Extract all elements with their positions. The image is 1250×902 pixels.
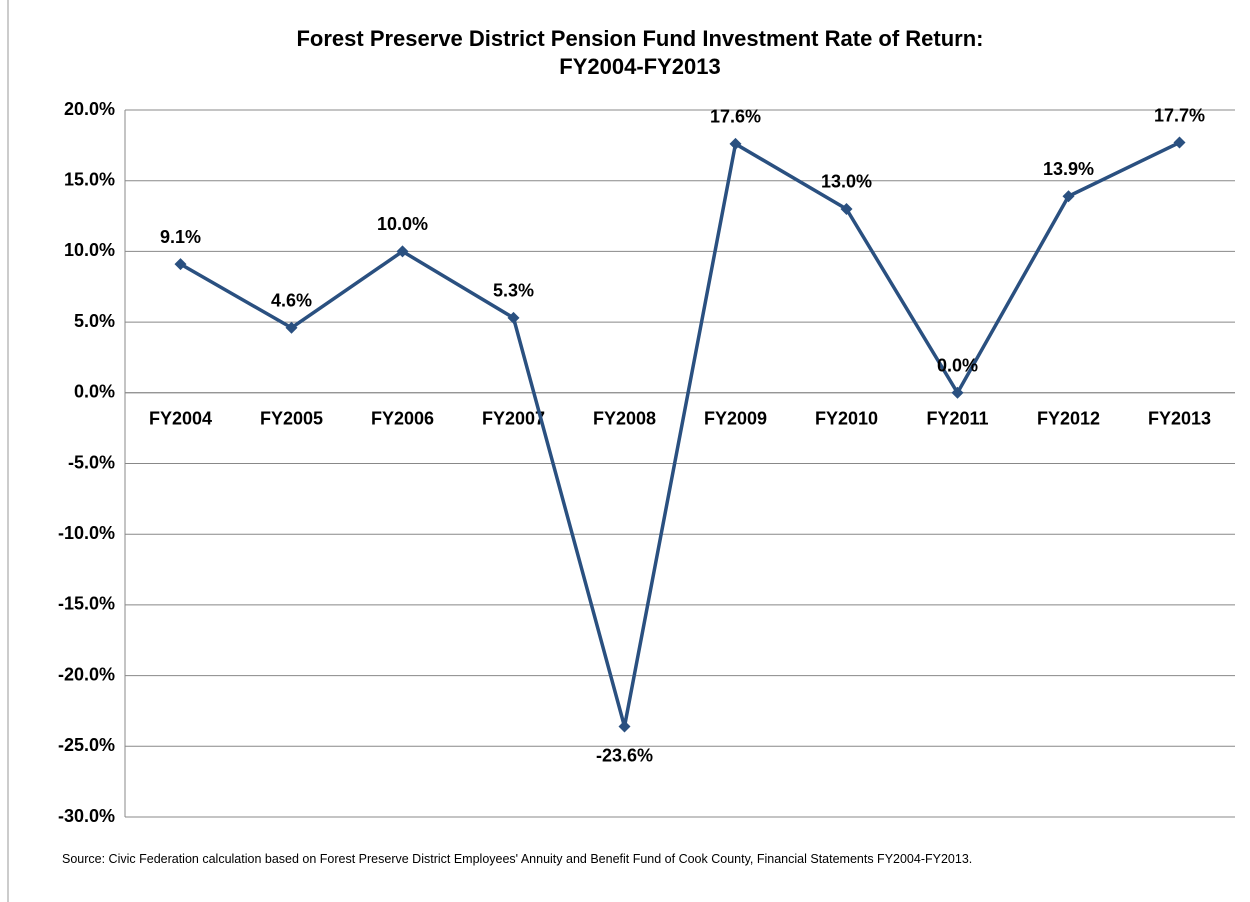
data-point [729, 137, 742, 150]
data-label: 17.6% [710, 107, 761, 127]
y-tick-label: -15.0% [58, 594, 115, 614]
x-tick-label: FY2006 [371, 409, 434, 429]
data-label: 9.1% [160, 227, 201, 247]
y-tick-label: -30.0% [58, 806, 115, 826]
data-point [840, 202, 853, 215]
data-point [951, 386, 964, 399]
x-tick-label: FY2004 [149, 409, 212, 429]
x-tick-label: FY2007 [482, 409, 545, 429]
data-point [396, 245, 409, 258]
data-point [618, 720, 631, 733]
x-tick-label: FY2008 [593, 409, 656, 429]
y-tick-label: -5.0% [68, 452, 115, 472]
y-tick-label: 15.0% [64, 169, 115, 189]
x-tick-label: FY2005 [260, 409, 323, 429]
y-tick-label: 5.0% [74, 311, 115, 331]
data-label: 0.0% [937, 356, 978, 376]
y-tick-label: -10.0% [58, 523, 115, 543]
source-note: Source: Civic Federation calculation bas… [62, 852, 973, 866]
chart-border [7, 0, 9, 902]
x-tick-label: FY2010 [815, 409, 878, 429]
y-tick-label: -20.0% [58, 664, 115, 684]
data-point [174, 258, 187, 271]
data-label: 4.6% [271, 291, 312, 311]
data-label: 10.0% [377, 214, 428, 234]
data-label: 13.9% [1043, 159, 1094, 179]
x-tick-label: FY2013 [1148, 409, 1211, 429]
data-label: -23.6% [596, 745, 653, 765]
data-label: 5.3% [493, 281, 534, 301]
x-tick-label: FY2011 [926, 409, 988, 429]
chart-title: Forest Preserve District Pension Fund In… [296, 26, 983, 51]
y-tick-label: 20.0% [64, 99, 115, 119]
x-tick-label: FY2009 [704, 409, 767, 429]
data-label: 17.7% [1154, 105, 1205, 125]
y-tick-label: 0.0% [74, 382, 115, 402]
y-tick-label: -25.0% [58, 735, 115, 755]
data-label: 13.0% [821, 172, 872, 192]
y-tick-label: 10.0% [64, 240, 115, 260]
data-point [285, 321, 298, 334]
data-point [1173, 136, 1186, 149]
chart-title: FY2004-FY2013 [559, 54, 720, 79]
data-point [1062, 190, 1075, 203]
x-tick-label: FY2012 [1037, 409, 1100, 429]
data-line [179, 140, 1181, 729]
data-point [507, 311, 520, 324]
